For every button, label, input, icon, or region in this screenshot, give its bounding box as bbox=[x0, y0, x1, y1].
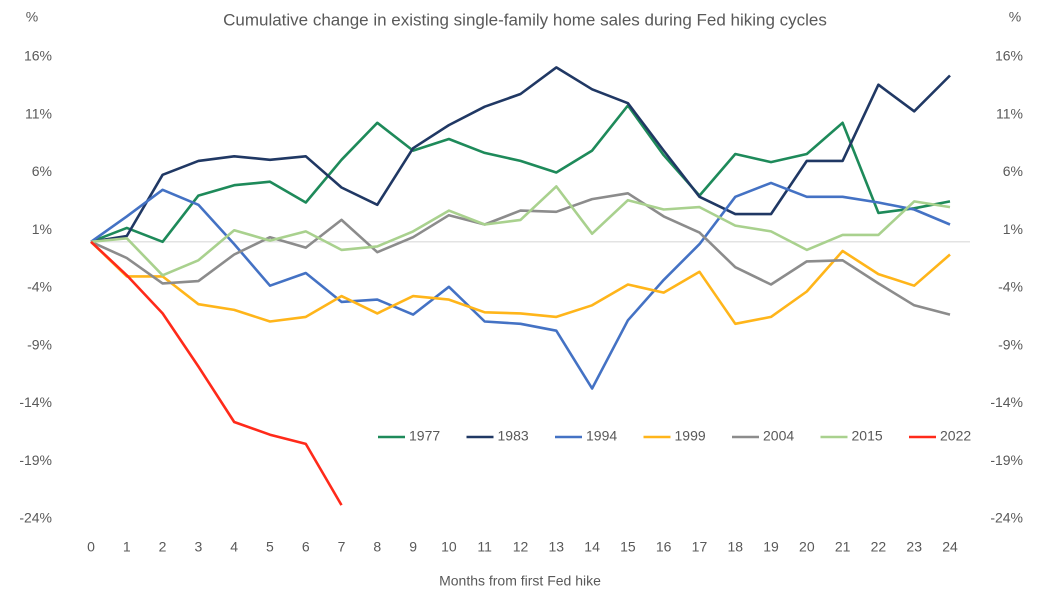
x-tick-label: 4 bbox=[230, 539, 238, 555]
x-axis-label: Months from first Fed hike bbox=[439, 573, 601, 589]
legend-label: 2004 bbox=[763, 428, 794, 444]
x-tick-label: 23 bbox=[906, 539, 922, 555]
legend-label: 1977 bbox=[409, 428, 440, 444]
x-tick-label: 7 bbox=[338, 539, 346, 555]
x-tick-label: 8 bbox=[373, 539, 381, 555]
x-tick-label: 9 bbox=[409, 539, 417, 555]
y2-tick-label: -4% bbox=[998, 279, 1023, 295]
series-line bbox=[90, 240, 951, 326]
y-axis-label: % bbox=[26, 9, 38, 25]
y2-tick-label: 11% bbox=[996, 105, 1023, 121]
x-tick-label: 17 bbox=[692, 539, 708, 555]
series-line bbox=[90, 66, 951, 244]
x-tick-label: 1 bbox=[123, 539, 131, 555]
x-tick-label: 11 bbox=[477, 539, 492, 555]
y-tick-label: 6% bbox=[32, 163, 52, 179]
y2-axis-label: % bbox=[1009, 9, 1021, 25]
y2-tick-label: 16% bbox=[995, 48, 1023, 64]
x-tick-label: 14 bbox=[584, 539, 600, 555]
y2-tick-label: 1% bbox=[1003, 221, 1023, 237]
x-tick-label: 6 bbox=[302, 539, 310, 555]
x-tick-label: 22 bbox=[871, 539, 887, 555]
y-tick-label: -9% bbox=[27, 336, 52, 352]
legend-label: 2015 bbox=[852, 428, 883, 444]
x-tick-label: 10 bbox=[441, 539, 457, 555]
x-tick-label: 15 bbox=[620, 539, 636, 555]
x-tick-label: 5 bbox=[266, 539, 274, 555]
y-tick-label: 11% bbox=[25, 105, 52, 121]
chart-title: Cumulative change in existing single-fam… bbox=[223, 10, 827, 29]
x-tick-label: 3 bbox=[194, 539, 202, 555]
series-line bbox=[90, 104, 951, 244]
y2-tick-label: -9% bbox=[998, 336, 1023, 352]
series-line bbox=[90, 192, 951, 316]
x-tick-label: 0 bbox=[87, 539, 95, 555]
y-tick-label: -24% bbox=[19, 510, 52, 526]
x-tick-label: 21 bbox=[835, 539, 851, 555]
y2-tick-label: 6% bbox=[1003, 163, 1023, 179]
x-tick-label: 16 bbox=[656, 539, 672, 555]
y-tick-label: 1% bbox=[32, 221, 52, 237]
series-line bbox=[90, 181, 951, 390]
x-tick-label: 2 bbox=[159, 539, 167, 555]
legend-label: 1994 bbox=[586, 428, 617, 444]
x-tick-label: 19 bbox=[763, 539, 779, 555]
y2-tick-label: -24% bbox=[990, 510, 1023, 526]
x-tick-label: 12 bbox=[513, 539, 529, 555]
x-tick-label: 24 bbox=[942, 539, 958, 555]
y-tick-label: -4% bbox=[27, 279, 52, 295]
series-line bbox=[90, 185, 951, 277]
x-tick-label: 18 bbox=[727, 539, 743, 555]
legend-label: 1999 bbox=[675, 428, 706, 444]
x-tick-label: 13 bbox=[549, 539, 565, 555]
x-tick-label: 20 bbox=[799, 539, 815, 555]
legend-label: 1983 bbox=[498, 428, 529, 444]
y2-tick-label: -14% bbox=[990, 394, 1023, 410]
legend-label: 2022 bbox=[940, 428, 971, 444]
series-line bbox=[90, 240, 343, 506]
y-tick-label: 16% bbox=[24, 48, 52, 64]
y2-tick-label: -19% bbox=[990, 452, 1023, 468]
y-tick-label: -19% bbox=[19, 452, 52, 468]
y-tick-label: -14% bbox=[19, 394, 52, 410]
